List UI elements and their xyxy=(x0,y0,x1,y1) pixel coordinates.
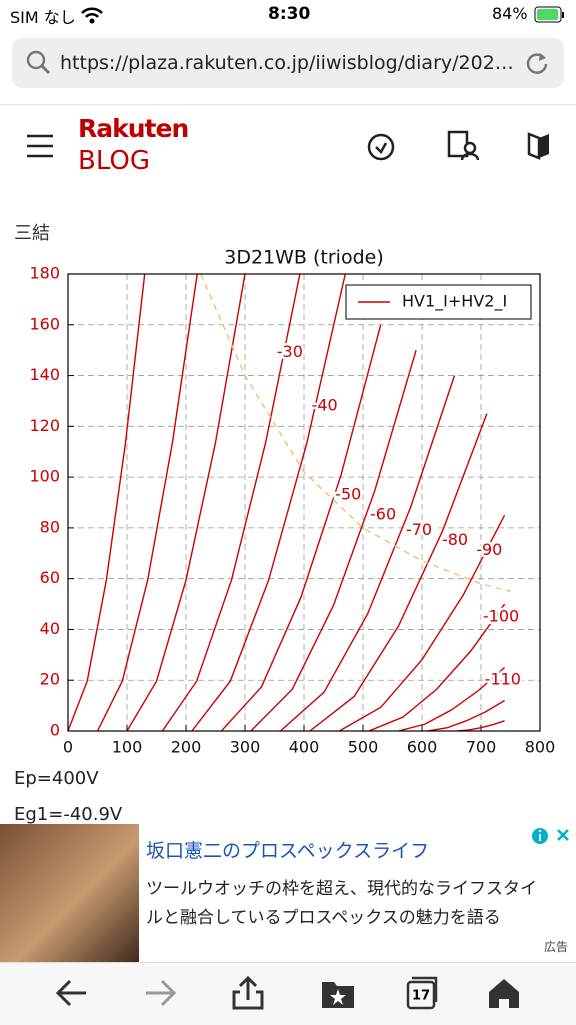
search-icon xyxy=(26,50,51,75)
logo-top[interactable]: Rakuten xyxy=(78,114,189,143)
share-button[interactable] xyxy=(232,975,264,1010)
ad-body: ツールウオッチの枠を超え、現代的なライフスタイ xyxy=(146,879,537,899)
ad-tag: 広告 xyxy=(544,940,569,954)
profile-icon[interactable] xyxy=(446,130,480,162)
url: https://plaza.rakuten.co.jp/iiwisblog/di… xyxy=(60,52,514,74)
toolbar-icons: 17 xyxy=(55,975,519,1010)
ad-choices[interactable] xyxy=(530,826,574,846)
curve-label: -80 xyxy=(442,530,468,549)
plot-frame xyxy=(67,273,541,732)
y-tick-label: 120 xyxy=(29,416,60,435)
article-heading: 三結 xyxy=(14,223,50,244)
x-tick-label: 500 xyxy=(348,738,379,757)
x-tick-label: 600 xyxy=(407,738,438,757)
address-bar[interactable] xyxy=(12,38,564,88)
x-tick-label: 200 xyxy=(171,738,202,757)
y-tick-label: 0 xyxy=(50,721,60,740)
back-button[interactable] xyxy=(55,979,86,1007)
y-tick-label: 20 xyxy=(40,670,60,689)
logo-bottom[interactable]: BLOG xyxy=(78,146,151,176)
curve-label: -70 xyxy=(406,520,432,539)
toolbar xyxy=(0,962,576,1025)
x-tick-label: 300 xyxy=(230,738,261,757)
article-line: Eg1=-40.9V xyxy=(14,804,123,825)
carrier: SIM なし xyxy=(10,8,76,27)
curve-label: -90 xyxy=(476,540,502,559)
reload-icon[interactable] xyxy=(524,50,550,76)
curve-label: -30 xyxy=(277,342,303,361)
tab-count: 17 xyxy=(412,989,430,1004)
curve-label: -60 xyxy=(370,505,396,524)
x-tick-label: 0 xyxy=(63,738,73,757)
x-tick-label: 800 xyxy=(525,738,556,757)
book-icon[interactable] xyxy=(526,130,554,162)
bookmarks-button[interactable] xyxy=(322,982,354,1008)
home-button[interactable] xyxy=(489,979,519,1008)
x-tick-label: 400 xyxy=(289,738,320,757)
line-series xyxy=(68,274,506,731)
history-icon[interactable] xyxy=(364,130,398,162)
x-tick-label: 100 xyxy=(112,738,143,757)
tabs-button[interactable]: 17 xyxy=(406,976,438,1010)
y-tick-label: 60 xyxy=(40,568,60,587)
legend-label: HV1_I+HV2_I xyxy=(402,292,507,312)
clock: 8:30 xyxy=(268,4,311,24)
article-line: Ep=400V xyxy=(14,768,99,789)
ad-image[interactable] xyxy=(0,824,139,962)
ad-body: ルと融合しているプロスペックスの魅力を語る xyxy=(146,908,501,928)
y-tick-label: 140 xyxy=(29,365,60,384)
curve-label: -100 xyxy=(483,606,519,625)
x-tick-label: 700 xyxy=(466,738,497,757)
divider xyxy=(0,104,576,105)
line-series xyxy=(200,274,511,593)
chart: 3D21WB (triode) 0 20 40 60 80 100 120 140 160 180 0… xyxy=(29,247,556,757)
y-tick-label: 80 xyxy=(40,517,60,536)
battery-icon xyxy=(534,6,564,23)
curve-label: -50 xyxy=(335,484,361,503)
ad-title[interactable]: 坂口憲二のプロスペックスライフ xyxy=(146,840,430,862)
forward-button[interactable] xyxy=(146,979,177,1007)
y-tick-label: 100 xyxy=(29,467,60,486)
curve-label: -40 xyxy=(312,396,338,415)
wifi-icon xyxy=(81,7,103,24)
y-tick-label: 40 xyxy=(40,619,60,638)
menu-icon[interactable] xyxy=(26,133,54,159)
chart-title: 3D21WB (triode) xyxy=(224,247,384,269)
y-tick-label: 160 xyxy=(29,314,60,333)
y-tick-label: 180 xyxy=(29,264,60,283)
curve-label: -110 xyxy=(485,670,521,689)
battery-percent: 84% xyxy=(492,4,528,23)
